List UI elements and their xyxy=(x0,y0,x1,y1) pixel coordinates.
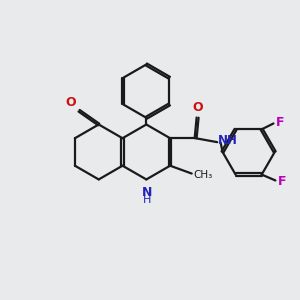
Text: O: O xyxy=(192,101,203,114)
Text: H: H xyxy=(143,195,152,205)
Text: CH₃: CH₃ xyxy=(194,169,213,179)
Text: F: F xyxy=(275,116,284,129)
Text: O: O xyxy=(65,96,76,109)
Text: N: N xyxy=(142,186,152,199)
Text: F: F xyxy=(278,175,286,188)
Text: NH: NH xyxy=(218,134,238,147)
